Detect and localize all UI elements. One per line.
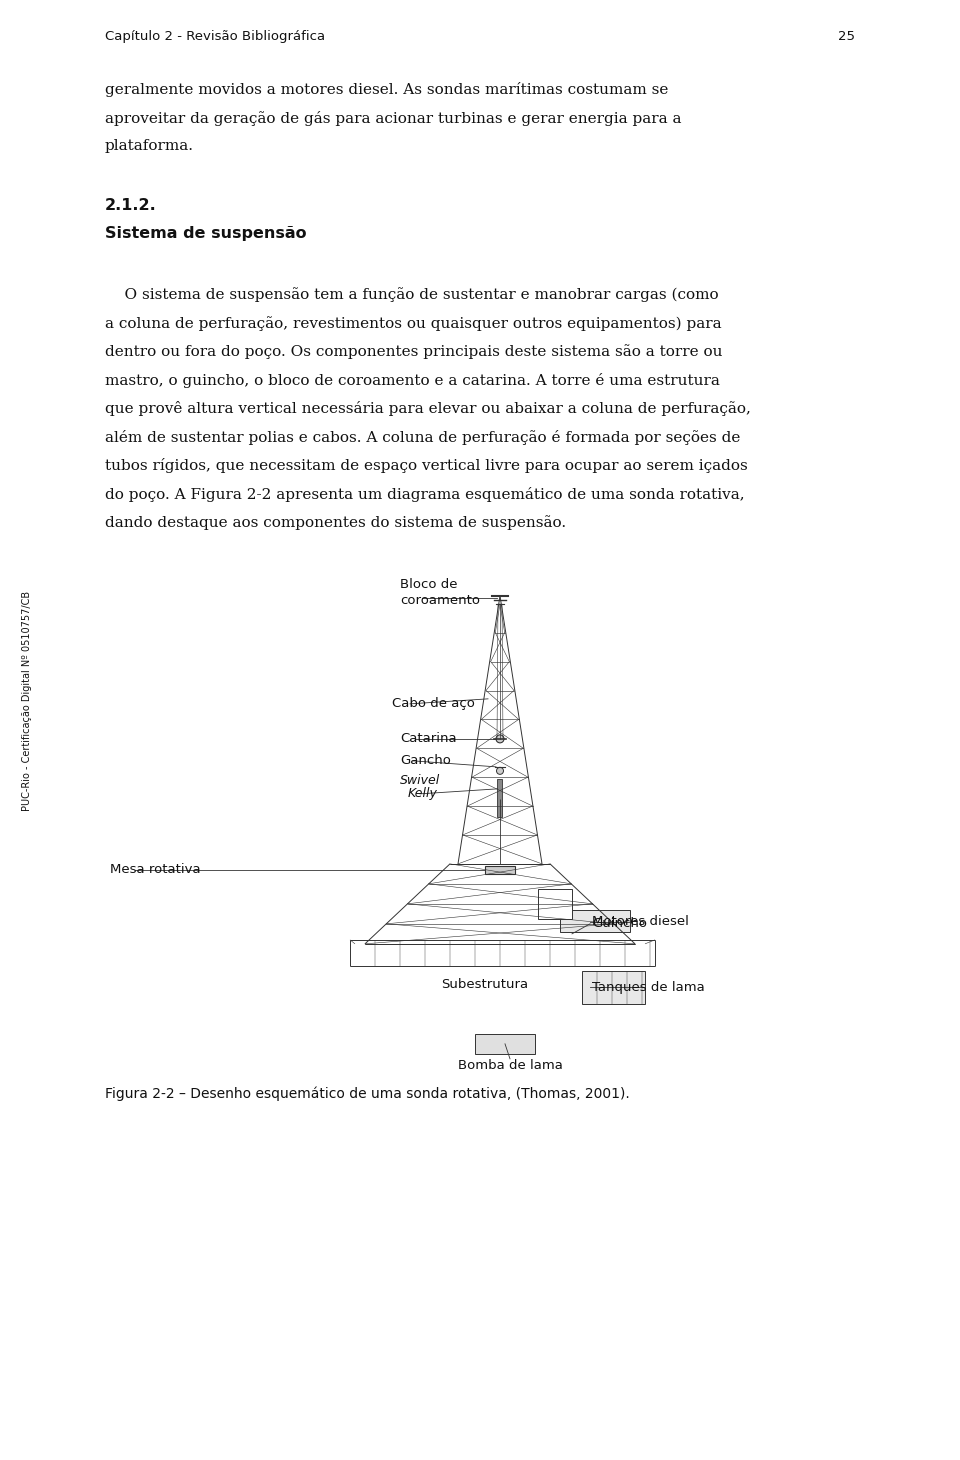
Text: plataforma.: plataforma. [105,139,194,153]
Text: Tanques de lama: Tanques de lama [592,981,705,994]
Text: tubos rígidos, que necessitam de espaço vertical livre para ocupar ao serem içad: tubos rígidos, que necessitam de espaço … [105,458,748,473]
Text: Gancho: Gancho [400,755,451,768]
Text: Subestrutura: Subestrutura [442,978,529,991]
Circle shape [496,734,504,743]
Text: Bloco de: Bloco de [400,578,458,591]
Text: Sistema de suspensão: Sistema de suspensão [105,226,306,241]
Text: Capítulo 2 - Revisão Bibliográfica: Capítulo 2 - Revisão Bibliográfica [105,31,325,42]
Bar [538,889,572,918]
Text: coroamento: coroamento [400,594,480,607]
Text: a coluna de perfuração, revestimentos ou quaisquer outros equipamentos) para: a coluna de perfuração, revestimentos ou… [105,315,722,331]
Text: Motores diesel: Motores diesel [592,915,689,929]
Bar [497,778,502,816]
Text: Guincho: Guincho [592,917,647,930]
Text: Kelly: Kelly [408,787,438,800]
Text: Mesa rotativa: Mesa rotativa [110,863,201,876]
Text: aproveitar da geração de gás para acionar turbinas e gerar energia para a: aproveitar da geração de gás para aciona… [105,111,682,126]
Text: geralmente movidos a motores diesel. As sondas marítimas costumam se: geralmente movidos a motores diesel. As … [105,82,668,96]
Bar [560,910,630,931]
Text: dentro ou fora do poço. Os componentes principais deste sistema são a torre ou: dentro ou fora do poço. Os componentes p… [105,345,723,359]
Text: PUC-Rio - Certificação Digital Nº 0510757/CB: PUC-Rio - Certificação Digital Nº 051075… [22,591,32,810]
Text: Figura 2-2 – Desenho esquemático de uma sonda rotativa, (Thomas, 2001).: Figura 2-2 – Desenho esquemático de uma … [105,1086,630,1101]
Text: Swivel: Swivel [400,774,441,787]
Text: Catarina: Catarina [400,733,457,746]
Text: Bomba de lama: Bomba de lama [458,1058,563,1072]
Text: 2.1.2.: 2.1.2. [105,197,156,213]
Text: Cabo de aço: Cabo de aço [392,698,475,711]
Text: além de sustentar polias e cabos. A coluna de perfuração é formada por seções de: além de sustentar polias e cabos. A colu… [105,429,740,445]
Text: mastro, o guincho, o bloco de coroamento e a catarina. A torre é uma estrutura: mastro, o guincho, o bloco de coroamento… [105,372,720,388]
Circle shape [496,768,503,774]
Bar [475,1034,535,1054]
Text: que provê altura vertical necessária para elevar ou abaixar a coluna de perfuraç: que provê altura vertical necessária par… [105,402,751,416]
Bar [485,866,515,875]
Text: O sistema de suspensão tem a função de sustentar e manobrar cargas (como: O sistema de suspensão tem a função de s… [105,288,719,302]
Text: dando destaque aos componentes do sistema de suspensão.: dando destaque aos componentes do sistem… [105,515,566,530]
Bar [582,971,645,1004]
Text: 25: 25 [838,31,855,42]
Text: do poço. A Figura 2-2 apresenta um diagrama esquemático de uma sonda rotativa,: do poço. A Figura 2-2 apresenta um diagr… [105,486,745,502]
